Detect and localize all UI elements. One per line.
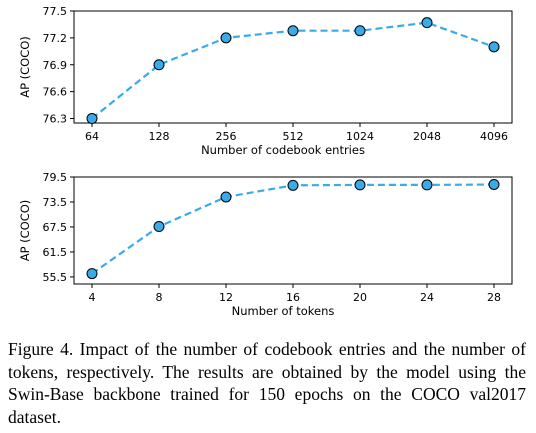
y-axis-label: AP (COCO) [18,200,32,262]
y-tick-label: 77.5 [43,5,68,18]
y-tick-label: 76.3 [43,113,68,126]
x-tick-label: 1024 [346,130,374,143]
figure: 76.376.676.977.277.564 128 256 512 1024 2048 4… [18,5,513,318]
series-line [91,183,495,275]
x-tick-label: 12 [219,291,233,304]
data-point [488,178,500,190]
x-tick-label: 20 [353,291,367,304]
x-tick-label: 512 [283,130,304,143]
y-tick-label: 79.5 [43,171,68,184]
data-point [86,113,98,125]
y-tick-label: 61.5 [43,246,68,259]
y-axis-label: AP (COCO) [18,36,32,98]
y-tick-label: 76.9 [43,59,68,72]
data-point [354,179,366,191]
data-point [86,268,98,280]
chart-1: 76.3 76.6 76.9 77.2 77.5 64 128 256 512 1024 2048 4… [18,5,513,157]
y-tick-label: 77.2 [43,32,68,45]
series-line [91,21,495,120]
y-tick-label: 67.5 [43,221,68,234]
data-point [488,41,500,53]
data-point [287,25,299,37]
x-tick-label: 4 [89,291,96,304]
x-tick-label: 28 [487,291,501,304]
x-tick-label: 128 [149,130,170,143]
x-axis-label: Number of codebook entries [201,143,365,157]
chart-2: 55.5 61.5 67.5 73.5 79.5 4 8 12 16 20 24 28 Number o… [18,171,513,318]
x-tick-label: 24 [420,291,434,304]
y-tick-label: 73.5 [43,196,68,209]
data-point [220,191,232,203]
data-point [421,179,433,191]
x-tick-label: 4096 [480,130,508,143]
data-point [153,59,165,71]
x-axis-label: Number of tokens [232,304,335,318]
x-tick-label: 2048 [413,130,441,143]
data-point [153,221,165,233]
x-tick-label: 64 [85,130,99,143]
x-tick-label: 16 [286,291,300,304]
x-tick-label: 8 [156,291,163,304]
data-point [354,25,366,37]
x-tick-label: 256 [216,130,237,143]
figure-caption: Figure 4. Impact of the number of codebo… [8,339,526,427]
data-point [287,179,299,191]
data-point [421,17,433,29]
y-tick-label: 55.5 [43,271,68,284]
data-point [220,32,232,44]
y-tick-label: 76.6 [43,86,68,99]
plot-frame [73,176,513,285]
